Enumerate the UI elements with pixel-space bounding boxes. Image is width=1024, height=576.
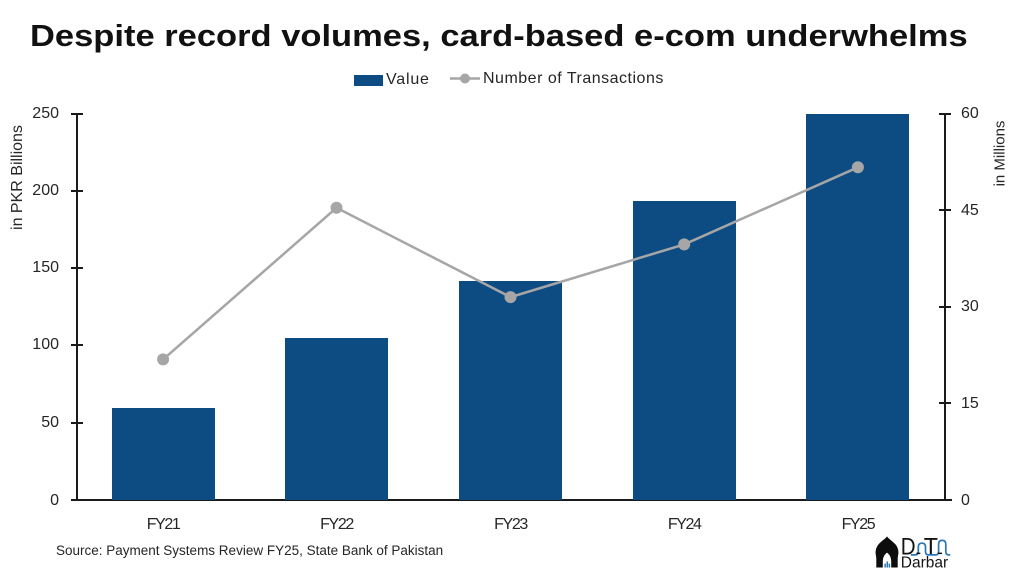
svg-text:Darbar: Darbar bbox=[901, 555, 949, 572]
svg-text:in Millions: in Millions bbox=[991, 121, 1008, 187]
svg-text:in PKR Billions: in PKR Billions bbox=[9, 125, 26, 230]
svg-text:T: T bbox=[924, 533, 939, 560]
svg-text:D: D bbox=[901, 533, 916, 560]
